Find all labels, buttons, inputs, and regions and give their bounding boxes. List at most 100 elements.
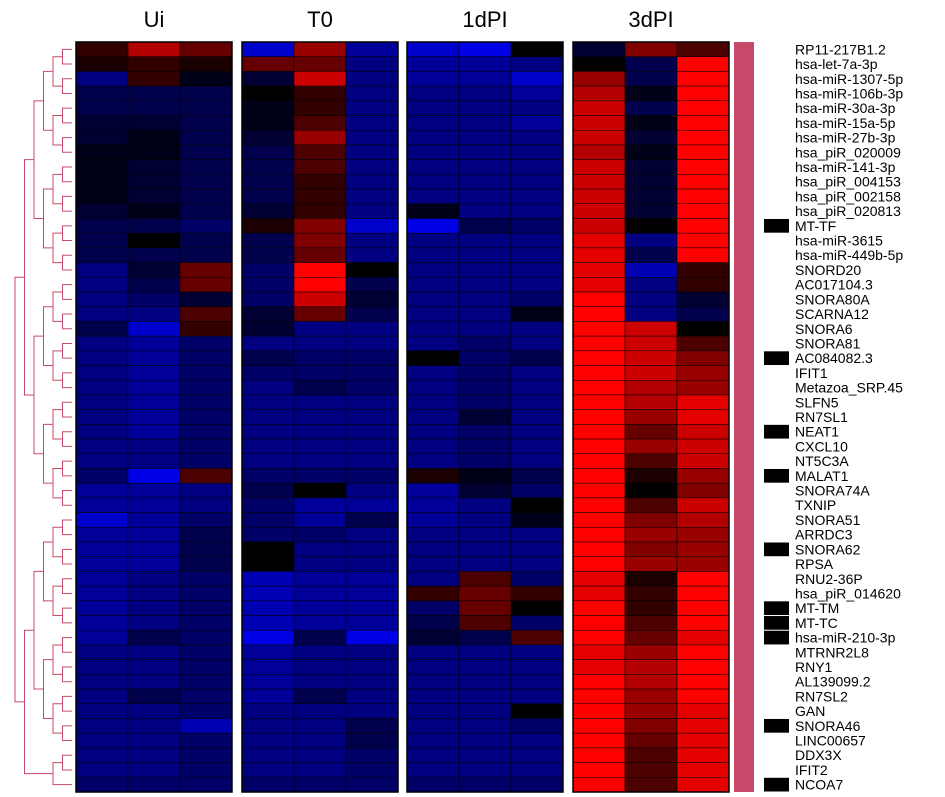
heat-cell [676,350,730,366]
heat-cell [406,512,460,528]
heat-cell [293,424,347,440]
heat-cell [676,747,730,763]
heat-cell [510,615,564,631]
heat-cell [624,762,678,778]
heat-cell [624,541,678,557]
heat-cell [127,247,181,263]
heat-cell [345,777,399,793]
heat-cell [458,762,512,778]
heat-cell [241,159,295,175]
heat-cell [624,335,678,352]
heat-cell [179,438,233,455]
heat-cell [676,688,730,705]
dendrogram-branch [43,423,53,484]
heat-cell [510,291,564,307]
heat-cell [572,41,626,57]
heatmap-cells [75,41,730,793]
heat-cell [510,409,564,425]
heat-cell [179,777,233,793]
heat-cell [458,688,512,705]
heat-cell [406,394,460,410]
heat-cell [345,527,399,543]
heat-cell [75,629,129,646]
heat-cell [127,394,181,410]
row-label: hsa-let-7a-3p [795,56,878,72]
panel-frames [75,41,730,793]
heat-cell [406,527,460,543]
heat-cell [510,718,564,734]
heat-cell [510,365,564,381]
heat-cell [127,306,181,322]
heat-cell [572,615,626,631]
heat-cell [406,335,460,352]
heat-cell [127,482,181,499]
heat-cell [75,571,129,587]
heat-cell [458,129,512,146]
heat-cell [241,129,295,146]
heat-cell [572,718,626,734]
heat-cell [510,556,564,572]
heat-cell [624,732,678,749]
heat-cell [127,321,181,337]
heat-cell [624,365,678,381]
heat-cell [510,277,564,293]
heat-cell [572,203,626,219]
heat-cell [127,335,181,352]
heat-cell [572,674,626,690]
heat-cell [179,468,233,484]
heat-cell [510,232,564,249]
heat-cell [458,482,512,499]
heat-cell [241,56,295,72]
dendrogram-branch [62,490,72,506]
dendrogram-branch [33,570,44,690]
heat-cell [293,659,347,675]
heat-cell [624,379,678,396]
heat-cell [572,379,626,396]
heat-cell [241,232,295,249]
heat-cell [241,321,295,337]
group-title: Ui [144,7,165,32]
heat-cell [241,144,295,160]
heat-cell [676,115,730,131]
heat-cell [458,527,512,543]
heat-cell [676,100,730,116]
heat-cell [572,174,626,190]
heat-cell [572,644,626,660]
heat-cell [345,277,399,293]
heat-cell [572,321,626,337]
row-label: hsa_piR_004153 [795,174,901,190]
heat-cell [510,335,564,352]
heat-cell [127,218,181,234]
heat-cell [293,379,347,396]
heat-cell [293,188,347,205]
heat-cell [345,379,399,396]
heat-cell [676,718,730,734]
heat-cell [458,629,512,646]
dendrogram-branch [62,137,72,153]
heat-cell [676,71,730,87]
heat-cell [572,629,626,646]
heat-cell [75,482,129,499]
heat-cell [624,674,678,690]
heat-cell [510,159,564,175]
dendrogram-branch [52,703,63,734]
heat-cell [510,688,564,705]
heat-cell [75,468,129,484]
heat-cell [179,277,233,293]
heat-cell [241,615,295,631]
heat-cell [293,453,347,469]
row-label: SNORA62 [795,541,861,557]
heat-cell [572,659,626,675]
heat-cell [624,188,678,205]
heat-cell [179,718,233,734]
heat-cell [127,277,181,293]
heat-cell [179,350,233,366]
heat-cell [572,232,626,249]
row-label: hsa-miR-27b-3p [795,130,896,146]
heat-cell [624,571,678,587]
panel-frame [241,41,399,793]
row-dendrogram [14,48,72,786]
heat-cell [179,247,233,263]
group-titles: Ui T0 1dPI 3dPI [144,7,674,32]
